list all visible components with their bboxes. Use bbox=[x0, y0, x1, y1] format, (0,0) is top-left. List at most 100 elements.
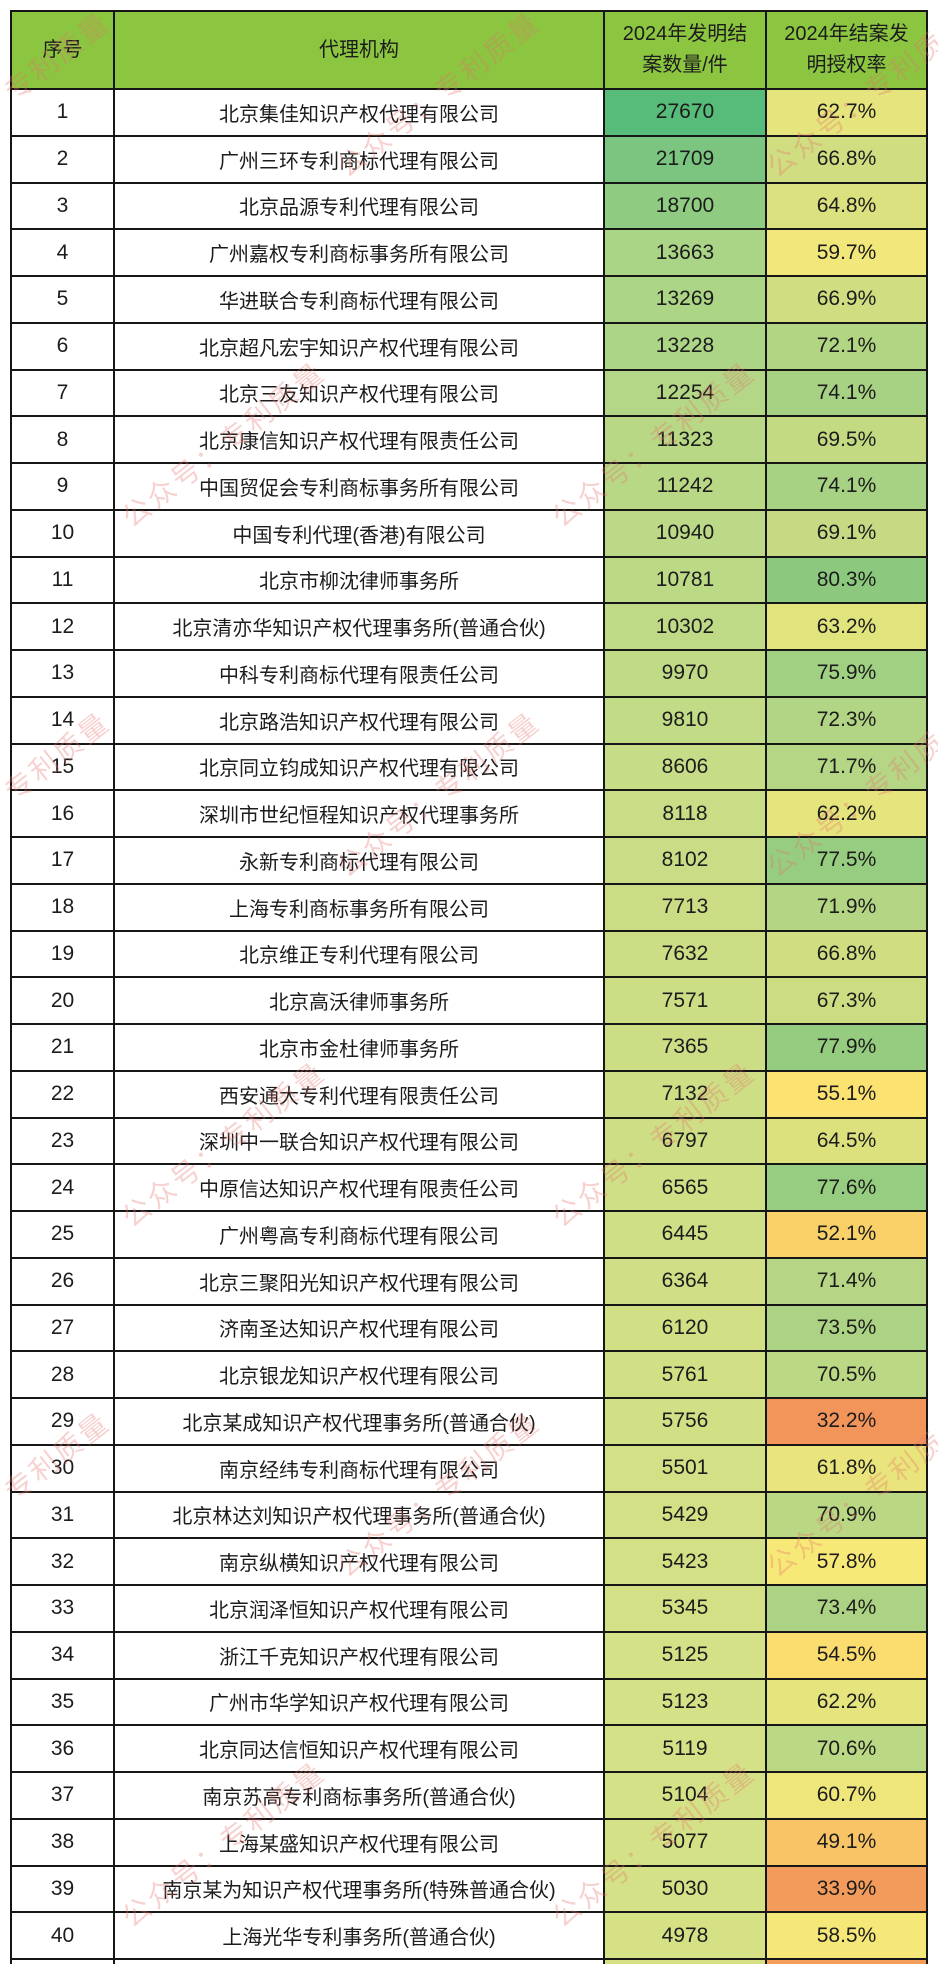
agency-cell: 北京润泽恒知识产权代理有限公司 bbox=[115, 1586, 605, 1633]
count-cell: 5104 bbox=[605, 1773, 767, 1820]
count-cell: 5501 bbox=[605, 1445, 767, 1493]
count-cell: 5423 bbox=[605, 1539, 767, 1586]
rate-cell: 64.8% bbox=[767, 183, 926, 231]
agency-cell bbox=[115, 1960, 605, 1964]
rate-cell: 52.1% bbox=[767, 1212, 926, 1259]
rate-cell: 61.8% bbox=[767, 1445, 926, 1493]
count-cell: 13269 bbox=[605, 277, 767, 324]
agency-cell: 深圳市世纪恒程知识产权代理事务所 bbox=[115, 791, 605, 838]
rate-cell: 66.8% bbox=[767, 136, 926, 184]
rank-cell: 18 bbox=[12, 884, 115, 932]
table-row: 30 南京经纬专利商标代理有限公司 5501 61.8% bbox=[12, 1445, 926, 1493]
agency-cell: 北京康信知识产权代理有限责任公司 bbox=[115, 417, 605, 464]
table-row: 16 深圳市世纪恒程知识产权代理事务所 8118 62.2% bbox=[12, 791, 926, 838]
count-cell: 5030 bbox=[605, 1866, 767, 1914]
header-rate: 2024年结案发明授权率 bbox=[767, 12, 926, 90]
count-cell: 6797 bbox=[605, 1118, 767, 1166]
agency-cell: 南京纵横知识产权代理有限公司 bbox=[115, 1539, 605, 1586]
rate-cell: 70.9% bbox=[767, 1492, 926, 1540]
table-row: 11 北京市柳沈律师事务所 10781 80.3% bbox=[12, 557, 926, 605]
agency-cell: 北京同达信恒知识产权代理有限公司 bbox=[115, 1726, 605, 1773]
table-row: 20 北京高沃律师事务所 7571 67.3% bbox=[12, 978, 926, 1025]
count-cell: 9970 bbox=[605, 651, 767, 698]
rank-cell: 8 bbox=[12, 417, 115, 464]
agency-cell: 北京路浩知识产权代理有限公司 bbox=[115, 697, 605, 745]
rate-cell: 62.2% bbox=[767, 1679, 926, 1727]
rate-cell: 64.5% bbox=[767, 1118, 926, 1166]
rank-cell: 20 bbox=[12, 978, 115, 1025]
count-cell: 6565 bbox=[605, 1165, 767, 1212]
rank-cell: 16 bbox=[12, 791, 115, 838]
rank-cell bbox=[12, 1960, 115, 1964]
rate-cell: 62.2% bbox=[767, 791, 926, 838]
rank-cell: 9 bbox=[12, 464, 115, 511]
table-row: 26 北京三聚阳光知识产权代理有限公司 6364 71.4% bbox=[12, 1258, 926, 1306]
rank-cell: 26 bbox=[12, 1258, 115, 1306]
table-row: 27 济南圣达知识产权代理有限公司 6120 73.5% bbox=[12, 1305, 926, 1353]
header-count: 2024年发明结案数量/件 bbox=[605, 12, 767, 90]
agency-cell: 西安通大专利代理有限责任公司 bbox=[115, 1071, 605, 1119]
rate-cell: 71.4% bbox=[767, 1258, 926, 1306]
rate-cell: 62.7% bbox=[767, 90, 926, 137]
rank-cell: 21 bbox=[12, 1025, 115, 1072]
rate-cell: 49.1% bbox=[767, 1819, 926, 1867]
count-cell: 10781 bbox=[605, 557, 767, 605]
table-header-row: 序号 代理机构 2024年发明结案数量/件 2024年结案发明授权率 bbox=[12, 12, 926, 90]
agency-cell: 永新专利商标代理有限公司 bbox=[115, 838, 605, 885]
count-cell: 7632 bbox=[605, 931, 767, 979]
rate-cell: 57.8% bbox=[767, 1539, 926, 1586]
rank-cell: 37 bbox=[12, 1773, 115, 1820]
table-row: 24 中原信达知识产权代理有限责任公司 6565 77.6% bbox=[12, 1165, 926, 1212]
agency-cell: 北京清亦华知识产权代理事务所(普通合伙) bbox=[115, 604, 605, 651]
table-row: 33 北京润泽恒知识产权代理有限公司 5345 73.4% bbox=[12, 1586, 926, 1633]
rank-cell: 34 bbox=[12, 1632, 115, 1680]
rank-cell: 40 bbox=[12, 1913, 115, 1960]
header-agency: 代理机构 bbox=[115, 12, 605, 90]
count-cell: 8606 bbox=[605, 744, 767, 792]
rate-cell: 73.5% bbox=[767, 1305, 926, 1353]
count-cell: 5077 bbox=[605, 1819, 767, 1867]
rank-cell: 38 bbox=[12, 1819, 115, 1867]
agency-cell: 上海某盛知识产权代理有限公司 bbox=[115, 1819, 605, 1867]
table-row: 10 中国专利代理(香港)有限公司 10940 69.1% bbox=[12, 510, 926, 558]
table-row: 35 广州市华学知识产权代理有限公司 5123 62.2% bbox=[12, 1679, 926, 1727]
rate-cell: 77.6% bbox=[767, 1165, 926, 1212]
agency-cell: 上海光华专利事务所(普通合伙) bbox=[115, 1913, 605, 1960]
rank-cell: 6 bbox=[12, 323, 115, 371]
rank-cell: 3 bbox=[12, 183, 115, 231]
rate-cell: 63.2% bbox=[767, 604, 926, 651]
table-row: 40 上海光华专利事务所(普通合伙) 4978 58.5% bbox=[12, 1913, 926, 1960]
table-row: 6 北京超凡宏宇知识产权代理有限公司 13228 72.1% bbox=[12, 323, 926, 371]
rate-cell: 72.1% bbox=[767, 323, 926, 371]
table-row: 2 广州三环专利商标代理有限公司 21709 66.8% bbox=[12, 136, 926, 184]
count-cell: 21709 bbox=[605, 136, 767, 184]
count-cell: 12254 bbox=[605, 370, 767, 418]
count-cell: 10302 bbox=[605, 604, 767, 651]
table-row: 31 北京林达刘知识产权代理事务所(普通合伙) 5429 70.9% bbox=[12, 1492, 926, 1540]
agency-cell: 北京银龙知识产权代理有限公司 bbox=[115, 1352, 605, 1399]
rank-cell: 23 bbox=[12, 1118, 115, 1166]
count-cell: 4978 bbox=[605, 1913, 767, 1960]
rate-cell: 71.7% bbox=[767, 744, 926, 792]
rate-cell: 69.1% bbox=[767, 510, 926, 558]
table-row: 23 深圳中一联合知识产权代理有限公司 6797 64.5% bbox=[12, 1118, 926, 1166]
table-row: 38 上海某盛知识产权代理有限公司 5077 49.1% bbox=[12, 1819, 926, 1867]
count-cell: 6120 bbox=[605, 1305, 767, 1353]
agency-cell: 北京林达刘知识产权代理事务所(普通合伙) bbox=[115, 1492, 605, 1540]
rate-cell: 77.5% bbox=[767, 838, 926, 885]
table-row: 36 北京同达信恒知识产权代理有限公司 5119 70.6% bbox=[12, 1726, 926, 1773]
agency-cell: 广州三环专利商标代理有限公司 bbox=[115, 136, 605, 184]
rank-cell: 12 bbox=[12, 604, 115, 651]
count-cell: 5119 bbox=[605, 1726, 767, 1773]
rate-cell: 74.1% bbox=[767, 370, 926, 418]
rate-cell: 55.1% bbox=[767, 1071, 926, 1119]
rank-cell: 11 bbox=[12, 557, 115, 605]
table-row: 1 北京集佳知识产权代理有限公司 27670 62.7% bbox=[12, 90, 926, 137]
rate-cell: 58.5% bbox=[767, 1913, 926, 1960]
table-row: 19 北京维正专利代理有限公司 7632 66.8% bbox=[12, 931, 926, 979]
rate-cell: 66.8% bbox=[767, 931, 926, 979]
agency-cell: 中国贸促会专利商标事务所有限公司 bbox=[115, 464, 605, 511]
table-row: 25 广州粤高专利商标代理有限公司 6445 52.1% bbox=[12, 1212, 926, 1259]
table-row: 34 浙江千克知识产权代理有限公司 5125 54.5% bbox=[12, 1632, 926, 1680]
header-rank: 序号 bbox=[12, 12, 115, 90]
